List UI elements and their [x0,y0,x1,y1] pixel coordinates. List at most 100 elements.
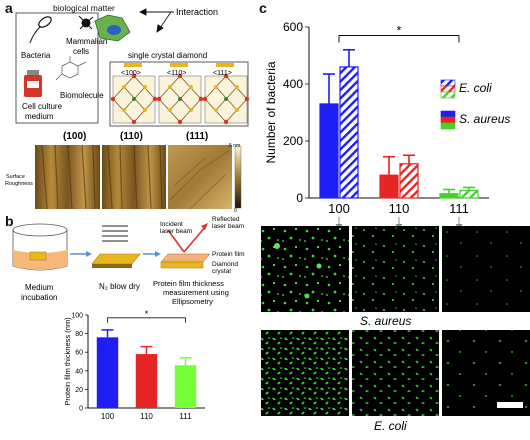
panel-a-schematic: biological matter Bacteria Mammalian cel… [5,3,250,212]
y-tick-label: 600 [283,20,303,34]
measure-label-2: measurement using [163,288,229,297]
micrograph-e-coli-111 [442,330,530,416]
bacteria-label: Bacteria [21,51,51,60]
n2-blow-icon [91,225,141,268]
bar-saureus-110 [379,174,399,199]
cell-culture-label-1: Cell culture [22,102,63,111]
micrograph-cluster [316,263,322,269]
legend-swatch [440,110,456,118]
x-tick-label-110: 110 [140,412,153,421]
afm-scale-top-label: 5 nm [229,143,240,149]
incident-label: Incident [160,221,183,228]
significance-bracket [338,35,460,43]
bacteria-count-chart: 0 200 400 600 Number of bacteria 100 110 111 * E.… [264,20,510,228]
bar-111 [174,365,197,408]
y-tick-label: 0 [296,191,303,205]
reflected-beam-label: laser beam [212,223,244,230]
y-tick-label: 40 [75,368,83,375]
process-arrow-2 [143,251,161,257]
process-arrow-1 [70,251,92,257]
micrograph-cluster [304,293,310,299]
cells-label: cells [73,47,89,56]
y-axis-label: Number of bacteria [264,61,278,163]
bar-100 [96,337,119,408]
lattice-111 [202,63,250,125]
y-tick-label: 20 [75,387,83,394]
panel-letter-c: c [259,0,267,16]
afm-color-scale [234,145,242,209]
micrograph-e-coli-100 [261,330,349,416]
reflected-label: Reflected [212,216,240,223]
afm-111-label: (111) [186,131,208,142]
ellipsometry-icon [160,223,211,269]
legend-label: E. coli [459,81,492,95]
y-tick-label: 0 [79,406,83,413]
x-tick-label-100: 100 [328,201,350,216]
lattice-110 [156,63,204,125]
measure-label-1: Protein film thickness [153,279,224,288]
scale-bar [497,402,523,408]
mammalian-cell-icon [94,14,131,42]
afm-image-100 [35,144,100,210]
y-tick-label: 100 [71,313,83,320]
facet-110-label: <110> [167,70,186,77]
cell-culture-bottle-icon [24,70,42,97]
mammalian-label: Mammalian [66,37,107,46]
e-coli-image-label: E. coli [374,419,407,433]
biological-matter-label: biological matter [53,3,115,13]
bacteria-icon [29,16,52,44]
bar-ecoli-110 [399,163,419,199]
x-tick-label-110: 110 [389,201,410,216]
y-tick-label: 60 [75,350,83,357]
incident-beam-label: laser beam [160,228,192,235]
facet-111-label: <111> [213,70,232,77]
panel-b-schematic: Medium incubation N₂ blow dry Incident l… [12,216,245,306]
legend-swatch [440,122,456,130]
bar-ecoli-111 [459,189,479,199]
biomolecule-icon [55,56,87,81]
facet-100-label: <100> [121,70,141,77]
afm-110-label: (110) [120,131,143,142]
bar-110 [135,354,158,408]
panel-letter-a: a [5,0,13,16]
bar-saureus-111 [439,193,459,199]
n2-blow-dry-label: N₂ blow dry [99,282,140,291]
bar-ecoli-100 [339,66,359,199]
panel-letter-b: b [5,213,14,229]
diamond-label: Diamond [212,261,238,268]
micrograph-s-aureus-100 [261,226,349,312]
significance-marker: * [145,309,149,319]
medium-label: Medium [25,283,54,292]
micrograph-cluster [274,243,280,249]
legend-swatch [440,116,456,124]
microscopy-images: S. aureus E. coli [261,226,530,433]
biomolecule-label: Biomolecule [60,91,104,100]
lattice-100 [110,63,158,125]
micrograph-e-coli-110 [352,330,439,416]
protein-film-label: Protein film [212,251,245,258]
bar-saureus-100 [319,103,339,199]
significance-marker: * [397,24,402,38]
roughness-label: Roughness [5,181,33,187]
afm-scale-bottom-label: 0 [234,208,237,212]
medium-beaker-icon [12,223,68,271]
crystal-label: crystal [212,268,231,275]
s-aureus-image-label: S. aureus [360,314,411,328]
y-tick-label: 80 [75,331,83,338]
afm-100-label: (100) [63,131,86,142]
cell-culture-label-2: medium [25,112,54,121]
x-tick-label-111: 111 [449,201,469,216]
cell-network-icon [78,15,94,30]
x-tick-label-111: 111 [179,412,192,421]
y-axis-label: Protein film thickness (nm) [63,317,72,406]
surface-label: Surface [6,174,25,180]
legend-swatch [440,79,456,87]
diamond-lattice-box [109,61,249,127]
legend-label: S. aureus [459,112,510,126]
micrograph-s-aureus-111 [442,226,530,312]
significance-bracket [107,317,186,323]
single-crystal-diamond-label: single crystal diamond [128,51,207,60]
legend-swatch [440,85,456,93]
x-tick-label-100: 100 [101,412,115,421]
